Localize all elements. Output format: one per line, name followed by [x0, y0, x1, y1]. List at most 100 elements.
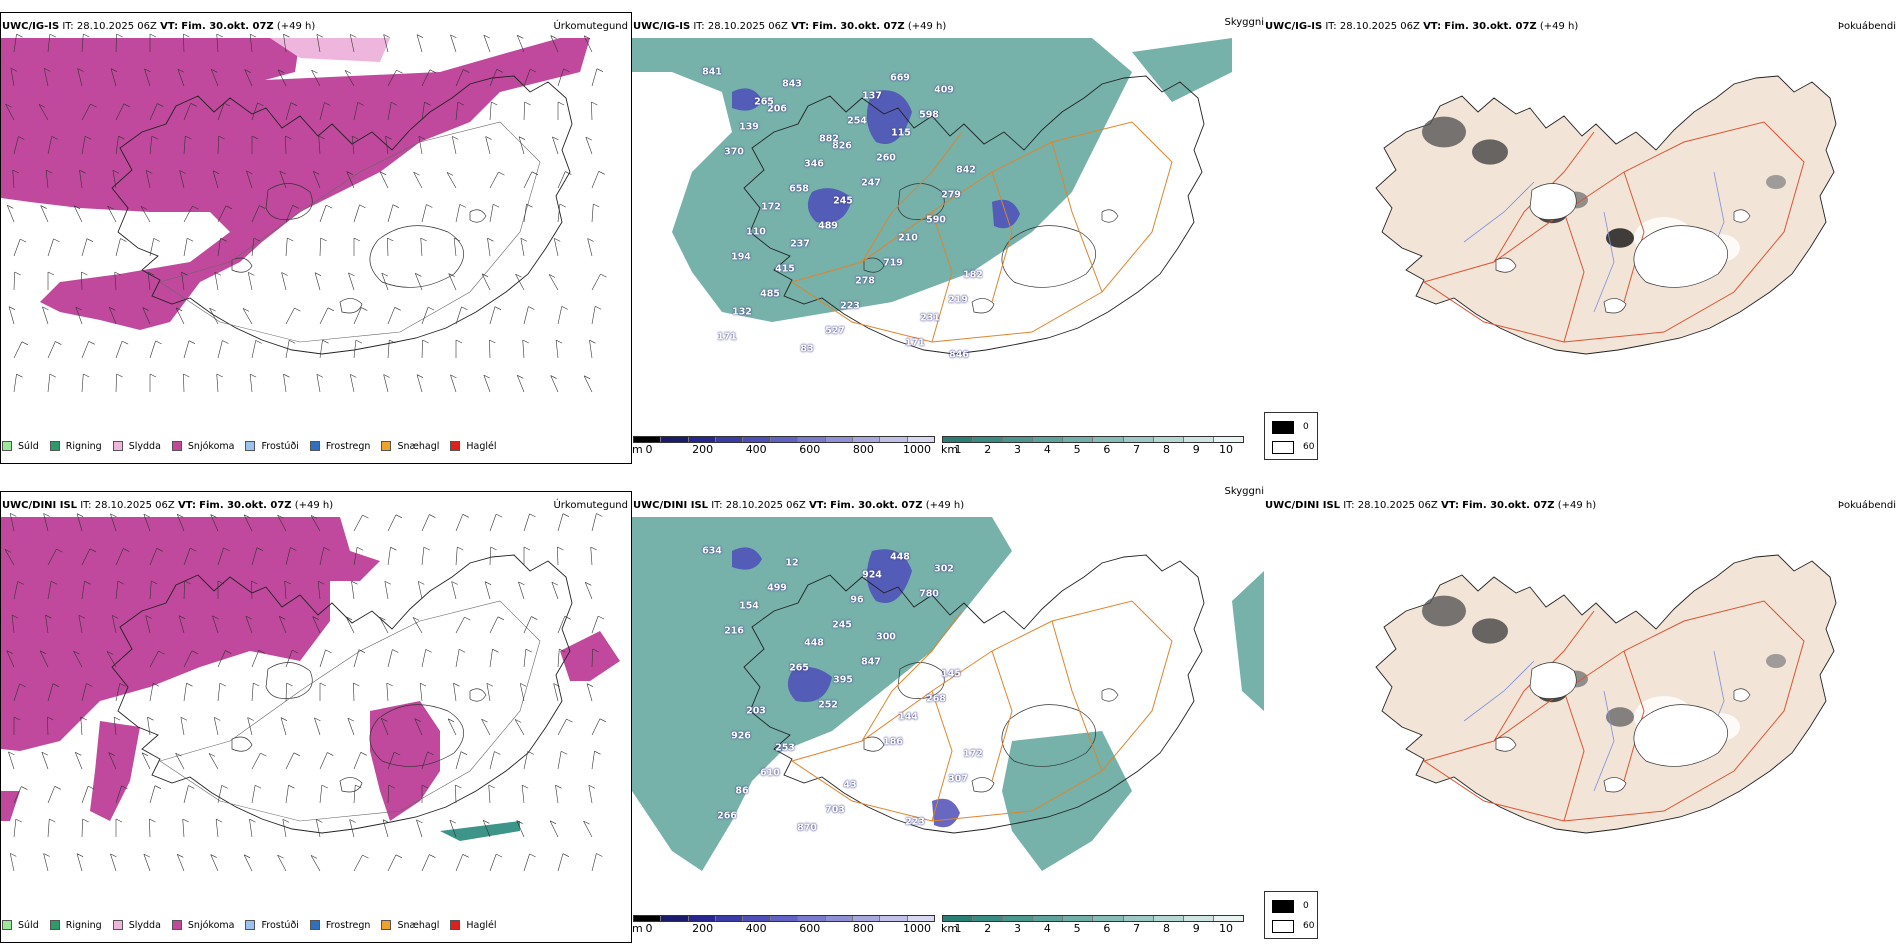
- it-value: 28.10.2025 06Z: [94, 500, 175, 511]
- lead-time: (+49 h): [925, 500, 965, 511]
- height-spot-label: 260: [876, 152, 896, 164]
- panel-variable-label: Þokuábendi: [1837, 500, 1896, 511]
- height-spot-label: 843: [782, 78, 802, 90]
- it-value: 28.10.2025 06Z: [725, 500, 806, 511]
- legend-item: Snjókoma: [171, 920, 234, 931]
- colorbar-tick: 1: [954, 922, 962, 935]
- legend-label: Snæhagl: [397, 919, 440, 931]
- height-spot-label: 265: [754, 96, 774, 108]
- cloud-legend: 0 60: [1264, 412, 1318, 460]
- legend-swatch: [112, 441, 123, 451]
- colorbar-tick: 10: [1219, 443, 1233, 456]
- height-spot-label: 278: [855, 275, 875, 287]
- vt-value: Fim. 30.okt. 07Z: [812, 21, 905, 32]
- legend-swatch: [245, 441, 256, 451]
- legend-item: Frostregn: [309, 441, 370, 452]
- wind-barbs: [4, 513, 607, 872]
- visibility-map-bottom: [632, 517, 1264, 871]
- glacier-outline: [1733, 209, 1751, 223]
- height-spot-label: 302: [934, 563, 954, 575]
- height-spot-label: 245: [833, 195, 853, 207]
- vt-label: VT:: [177, 500, 196, 511]
- panel-variable-label: Úrkomutegund: [553, 21, 628, 32]
- height-spot-label: 719: [883, 257, 903, 269]
- height-spot-label: 634: [702, 545, 722, 557]
- cloud-legend-swatch: [1272, 421, 1294, 434]
- colorbar-tick: 9: [1192, 922, 1200, 935]
- legend-swatch: [450, 441, 461, 451]
- height-spot-label: 870: [797, 822, 817, 834]
- glacier-outline: [1603, 777, 1627, 793]
- vt-value: Fim. 30.okt. 07Z: [199, 500, 292, 511]
- legend-label: Rigning: [65, 440, 102, 452]
- panel-title: UWC/IG-IS IT: 28.10.2025 06Z VT: Fim. 30…: [1265, 21, 1578, 32]
- model-name: UWC/DINI ISL: [633, 500, 709, 511]
- it-label: IT:: [711, 500, 723, 511]
- legend-item: Snæhagl: [381, 441, 439, 452]
- it-label: IT:: [62, 21, 74, 32]
- it-value: 28.10.2025 06Z: [1357, 500, 1438, 511]
- coastline: [111, 554, 573, 834]
- legend-item: Rigning: [49, 440, 102, 452]
- it-label: IT:: [80, 500, 92, 511]
- colorbar-tick: 400: [745, 922, 767, 935]
- colorbar-strip: [942, 436, 1244, 443]
- legend-label: Súld: [18, 919, 39, 931]
- colorbar-tick: 0: [645, 922, 653, 935]
- height-spot-label: 826: [832, 140, 852, 152]
- visibility-colorbar: km 1 2 3 4 5 6 7 8 9 10: [941, 915, 1244, 935]
- roads: [790, 121, 1173, 343]
- cloud-map-top: [1375, 75, 1837, 355]
- height-spot-label: 194: [731, 251, 751, 263]
- precip-panel-top: UWC/IG-IS IT: 28.10.2025 06Z VT: Fim. 30…: [0, 12, 632, 464]
- vt-value: Fim. 30.okt. 07Z: [1444, 21, 1537, 32]
- colorbar-tick: 2: [984, 443, 992, 456]
- colorbar-ticks: km 1 2 3 4 5 6 7 8 9 10: [941, 443, 1244, 456]
- height-spot-label: 206: [767, 103, 787, 115]
- low-cloud-area: [866, 549, 912, 603]
- visibility-panel-bottom: UWC/DINI ISL IT: 28.10.2025 06Z VT: Fim.…: [632, 486, 1264, 943]
- low-cloud-area: [732, 88, 762, 111]
- height-spot-label: 268: [926, 693, 946, 705]
- lead-time: (+49 h): [1557, 500, 1597, 511]
- roads: [159, 600, 541, 822]
- legend-item: Frostúði: [245, 441, 299, 452]
- it-label: IT:: [1343, 500, 1355, 511]
- low-cloud-area: [787, 667, 832, 702]
- height-spot-label: 780: [919, 588, 939, 600]
- glacier-outline: [265, 183, 313, 220]
- cloud-legend-label: 60: [1303, 442, 1315, 452]
- glacier-outline: [1603, 298, 1627, 314]
- legend-item: Snæhagl: [381, 920, 439, 931]
- colorbar-tick: 3: [1014, 922, 1022, 935]
- snow-area: [370, 701, 440, 821]
- cloud-legend-swatch: [1272, 441, 1294, 454]
- legend-swatch: [309, 441, 320, 451]
- colorbar-tick: 1: [954, 443, 962, 456]
- glacier-outline: [1001, 704, 1096, 767]
- colorbar-tick: 5: [1073, 443, 1081, 456]
- legend-item: Haglél: [450, 441, 497, 452]
- legend-swatch: [112, 920, 123, 930]
- model-name: UWC/IG-IS: [633, 21, 691, 32]
- glacier-outline: [1633, 704, 1728, 767]
- model-name: UWC/IG-IS: [1265, 21, 1323, 32]
- model-name: UWC/DINI ISL: [1265, 500, 1341, 511]
- glacier-outline: [231, 736, 253, 752]
- height-spot-label: 216: [724, 625, 744, 637]
- panel-title: UWC/DINI ISL IT: 28.10.2025 06Z VT: Fim.…: [1265, 500, 1596, 511]
- cloud-legend-label: 0: [1303, 422, 1309, 432]
- height-spot-label: 266: [717, 810, 737, 822]
- colorbar-unit: km: [941, 922, 959, 935]
- height-spot-label: 223: [905, 816, 925, 828]
- colorbar-unit: m: [632, 922, 643, 935]
- legend-swatch: [381, 441, 392, 451]
- height-spot-label: 279: [941, 189, 961, 201]
- vt-value: Fim. 30.okt. 07Z: [1462, 500, 1555, 511]
- snow-area: [1, 517, 380, 751]
- colorbar-tick: 0: [645, 443, 653, 456]
- precip-legend: Súld Rigning Slydda Snjókoma Frostúði Frostre…: [2, 916, 508, 934]
- glacier-outline: [971, 298, 995, 314]
- legend-item: Súld: [2, 441, 39, 452]
- glacier-outline: [339, 298, 363, 314]
